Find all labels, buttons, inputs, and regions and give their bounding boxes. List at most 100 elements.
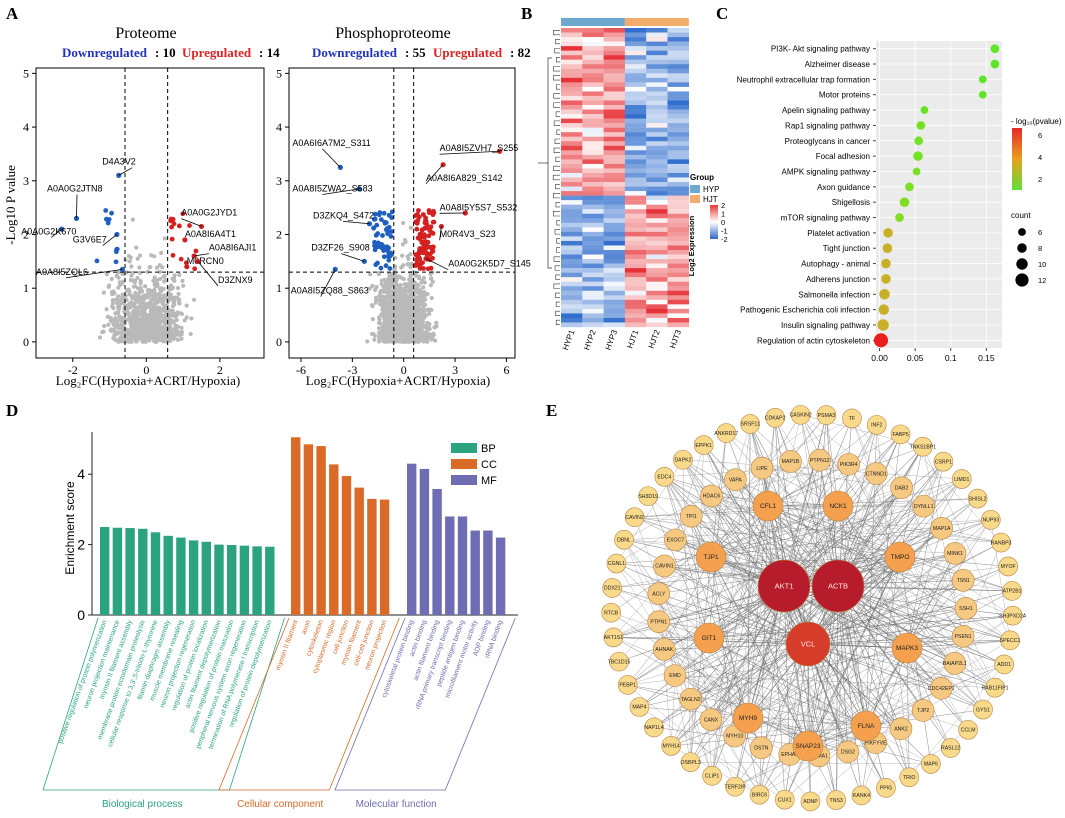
heatmap-cell: [625, 300, 647, 305]
heatmap-cell: [668, 241, 690, 246]
heatmap-cell: [625, 60, 647, 65]
dendrogram-branch: [554, 103, 560, 108]
heatmap-cell: [668, 255, 690, 260]
data-point-up: [169, 217, 174, 222]
data-point-up: [421, 250, 426, 255]
kegg-category-label: Platelet activation: [807, 229, 870, 238]
network-node-label: PSMA3: [818, 413, 836, 419]
data-point: [175, 318, 179, 322]
heatmap-cell: [561, 259, 583, 264]
data-point: [396, 327, 400, 331]
network-node-label: PSEN1: [955, 634, 972, 640]
heatmap-cell: [604, 37, 626, 42]
network-node-label: NUP93: [982, 518, 999, 524]
heatmap-cell: [668, 200, 690, 205]
data-point-up: [420, 240, 425, 245]
heatmap-cell: [646, 273, 668, 278]
dendrogram-branch: [554, 67, 560, 72]
heatmap-cell: [582, 42, 604, 47]
network-node-label: MINK1: [947, 551, 963, 557]
network-nodes: TFINF2FABP5TNKS1BP1CSRP1LIMD1SHISL2NUP93…: [602, 405, 1027, 811]
phospho-up-label: Upregulated: [433, 45, 503, 60]
data-point: [429, 276, 433, 280]
network-node-label: DBNL: [617, 538, 631, 544]
data-point: [386, 312, 390, 316]
go-bar: [316, 446, 325, 615]
heatmap-cell: [604, 291, 626, 296]
heatmap-cell: [625, 78, 647, 83]
data-point: [172, 302, 176, 306]
data-point: [163, 236, 167, 240]
go-bar: [240, 546, 249, 615]
heatmap-cell: [561, 300, 583, 305]
data-point: [429, 283, 433, 287]
data-point: [138, 301, 142, 305]
data-point: [415, 290, 419, 294]
go-y-tick-label: 4: [77, 466, 85, 482]
heatmap-cell: [646, 37, 668, 42]
point-label: D4A3V2: [102, 157, 136, 167]
heatmap-cell: [604, 268, 626, 273]
panel-label-d: D: [6, 401, 18, 420]
data-point-up: [426, 266, 431, 271]
go-bar: [329, 464, 338, 615]
go-ylabel: Enrichment score: [63, 481, 77, 575]
heatmap-cell: [604, 42, 626, 47]
heatmap-cell: [604, 277, 626, 282]
heatmap-cell: [625, 128, 647, 133]
data-point: [398, 305, 402, 309]
dendrogram-branch: [556, 248, 560, 253]
heatmap-cell: [604, 51, 626, 56]
proteome-volcano: Proteome Downregulated : 10 Upregulated …: [3, 25, 280, 388]
network-node-label: LIPE: [756, 466, 768, 472]
heatmap-cell: [582, 273, 604, 278]
network-node-label: NCK1: [829, 503, 847, 510]
data-point: [114, 316, 118, 320]
data-point: [189, 316, 193, 320]
data-point: [368, 272, 372, 276]
heatmap-cell: [582, 245, 604, 250]
heatmap-cell: [625, 209, 647, 214]
y-tick-label: 3: [23, 174, 29, 188]
heatmap-cell: [625, 46, 647, 51]
data-point: [409, 334, 413, 338]
heatmap-cell: [604, 313, 626, 318]
heatmap-cell: [604, 46, 626, 51]
data-point: [419, 336, 423, 340]
heatmap-cell: [646, 51, 668, 56]
data-point: [134, 294, 138, 298]
data-point: [390, 303, 394, 307]
phospho-xlabel: Log₂FC(Hypoxia+ACRT/Hypoxia): [306, 373, 490, 388]
heatmap-cell: [646, 105, 668, 110]
data-point: [427, 308, 431, 312]
heatmap-cell: [646, 322, 668, 327]
heatmap-cell: [604, 191, 626, 196]
network-node-label: ACLY: [652, 591, 666, 597]
data-point: [127, 287, 131, 291]
point-label: A0A8I5ZQ88_S863: [291, 286, 369, 296]
heatmap-cell: [582, 132, 604, 137]
heatmap-cell: [668, 164, 690, 169]
heatmap-cell: [646, 286, 668, 291]
heatmap-cell: [668, 313, 690, 318]
heatmap-cell: [604, 159, 626, 164]
heatmap-column-label: HJT3: [668, 328, 683, 350]
heatmap-cell: [582, 33, 604, 38]
data-point: [149, 325, 153, 329]
data-point: [156, 299, 160, 303]
kegg-size-title: count: [1011, 211, 1031, 220]
go-legend-label: MF: [481, 475, 497, 487]
data-point: [408, 282, 412, 286]
data-point: [406, 257, 410, 261]
heatmap-cell: [604, 91, 626, 96]
heatmap-cell: [668, 223, 690, 228]
data-point: [129, 294, 133, 298]
data-point-down: [114, 249, 119, 254]
heatmap-cell: [582, 173, 604, 178]
heatmap-cell: [668, 209, 690, 214]
proteome-up-label: Upregulated: [182, 45, 252, 60]
network-node-label: OSBPL3: [681, 760, 701, 766]
heatmap-cell: [604, 236, 626, 241]
heatmap-cell: [604, 223, 626, 228]
network-edge: [963, 636, 983, 709]
